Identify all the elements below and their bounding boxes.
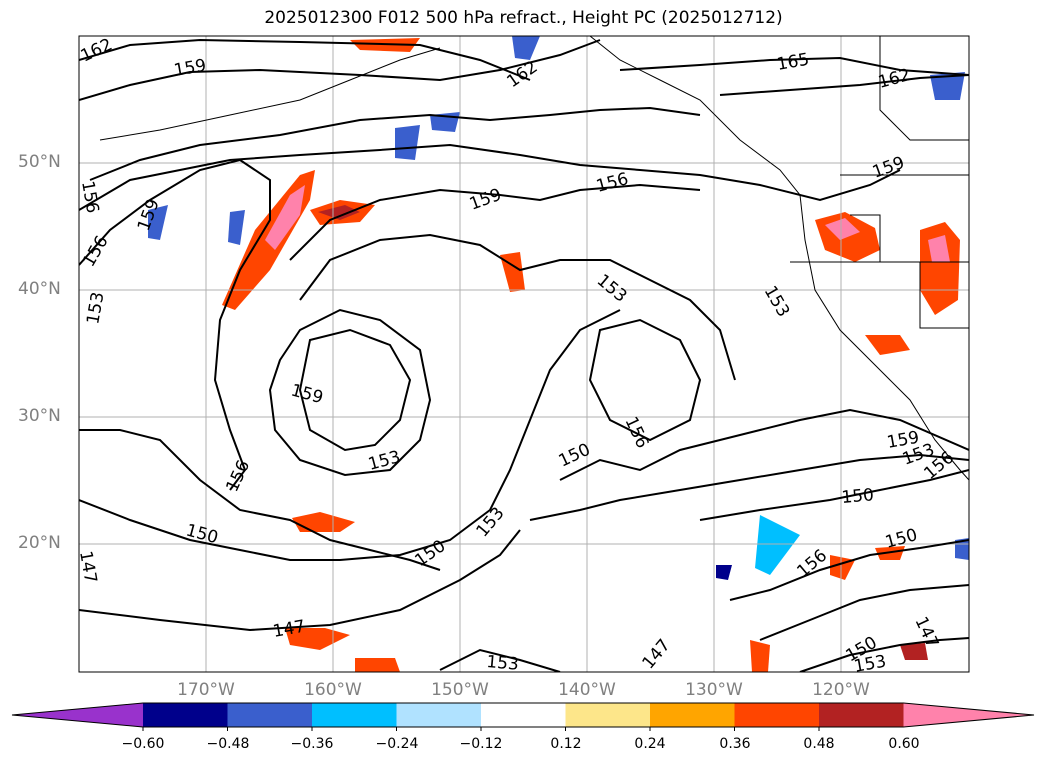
colorbar-tick-label: 0.48 — [803, 736, 835, 752]
height-contours — [79, 38, 969, 672]
shade-patch — [148, 205, 168, 240]
shade-patch — [355, 658, 400, 672]
colorbar-segment — [565, 703, 651, 727]
shading-layer — [148, 36, 969, 672]
shade-patch — [512, 36, 540, 60]
contour-label: 153 — [593, 271, 631, 307]
contour-label: 153 — [760, 283, 794, 321]
contour-label: 165 — [775, 50, 810, 75]
colorbar-segment — [227, 703, 313, 727]
contour-label: 159 — [870, 153, 907, 183]
colorbar-tick-label: −0.12 — [459, 736, 503, 752]
colorbar-tick-label: −0.48 — [206, 736, 250, 752]
shade-patch — [865, 335, 910, 355]
shade-patch — [716, 565, 732, 580]
shade-patch — [285, 628, 350, 650]
contour-label: 156 — [222, 457, 254, 495]
contour-label: 156 — [79, 232, 113, 270]
coastlines — [99, 36, 969, 481]
contour-label: 156 — [594, 169, 631, 197]
shade-patch — [930, 72, 965, 100]
colorbar — [11, 702, 1035, 731]
shade-patch — [500, 252, 525, 292]
lat-label: 40°N — [18, 279, 61, 299]
plot-frame — [78, 35, 970, 673]
contour-label: 159 — [467, 185, 504, 215]
colorbar-segment — [312, 703, 397, 727]
contour-label: 153 — [486, 652, 520, 675]
colorbar-tick-label: −0.24 — [375, 736, 419, 752]
colorbar-extend-low — [12, 703, 143, 727]
lon-label: 140°W — [558, 680, 616, 700]
colorbar-tick-label: 0.12 — [550, 736, 582, 752]
colorbar-tick-label: 0.24 — [634, 736, 666, 752]
contour-label: 153 — [473, 503, 509, 541]
contour-label: 159 — [172, 56, 207, 81]
shade-patch — [750, 640, 770, 672]
shade-patch — [265, 185, 305, 250]
shade-patch — [395, 125, 420, 160]
lon-label: 130°W — [685, 680, 743, 700]
shade-patch — [830, 555, 855, 580]
colorbar-tick-label: −0.36 — [290, 736, 334, 752]
contour-label: 153 — [852, 652, 887, 677]
colorbar-tick-label: −0.60 — [121, 736, 165, 752]
colorbar-segment — [396, 703, 482, 727]
contour-label: 147 — [639, 635, 675, 673]
lon-label: 150°W — [431, 680, 489, 700]
contour-label: 156 — [620, 414, 652, 452]
shade-patch — [825, 218, 860, 240]
lat-label: 50°N — [18, 152, 61, 172]
contour-label: 150 — [841, 485, 875, 508]
shade-patch — [318, 205, 360, 220]
contour-label: 156 — [793, 546, 831, 582]
colorbar-segment — [481, 703, 566, 727]
shade-patch — [900, 643, 928, 660]
colorbar-segment — [819, 703, 904, 727]
lon-label: 170°W — [177, 680, 235, 700]
contour-label: 162 — [503, 57, 541, 92]
colorbar-extend-high — [903, 703, 1034, 727]
shade-patch — [928, 235, 950, 262]
shade-patch — [228, 210, 245, 245]
contour-label: 153 — [83, 290, 108, 325]
shade-patch — [292, 512, 355, 532]
colorbar-segment — [650, 703, 735, 727]
lat-label: 30°N — [18, 406, 61, 426]
contour-label: 162 — [78, 35, 116, 67]
lon-label: 160°W — [304, 680, 362, 700]
colorbar-tick-label: 0.36 — [719, 736, 751, 752]
lat-label: 20°N — [18, 533, 61, 553]
lon-label: 120°W — [812, 680, 870, 700]
contour-label: 162 — [876, 65, 913, 93]
shade-patch — [920, 222, 960, 315]
map-title: 2025012300 F012 500 hPa refract., Height… — [264, 8, 783, 28]
colorbar-segment — [734, 703, 820, 727]
contour-labels: 162 159 162 165 162 156 159 156 156 153 … — [75, 35, 958, 677]
shade-patch — [755, 515, 800, 575]
colorbar-tick-label: 0.60 — [888, 736, 920, 752]
contour-label: 153 — [366, 447, 403, 475]
contour-label: 159 — [289, 381, 326, 409]
colorbar-segment — [143, 703, 228, 727]
